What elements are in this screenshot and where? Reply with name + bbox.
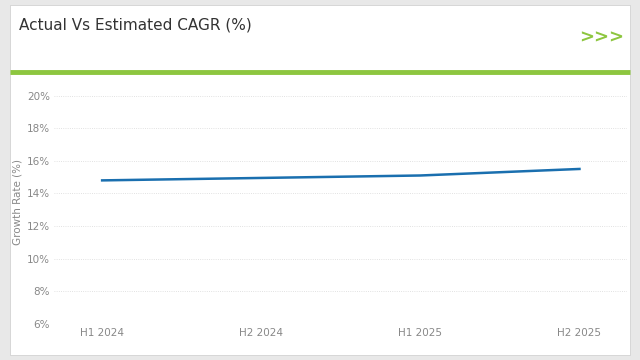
Y-axis label: Growth Rate (%): Growth Rate (%) [13,159,23,244]
Text: >>>: >>> [579,29,624,47]
Text: Actual Vs Estimated CAGR (%): Actual Vs Estimated CAGR (%) [19,18,252,33]
